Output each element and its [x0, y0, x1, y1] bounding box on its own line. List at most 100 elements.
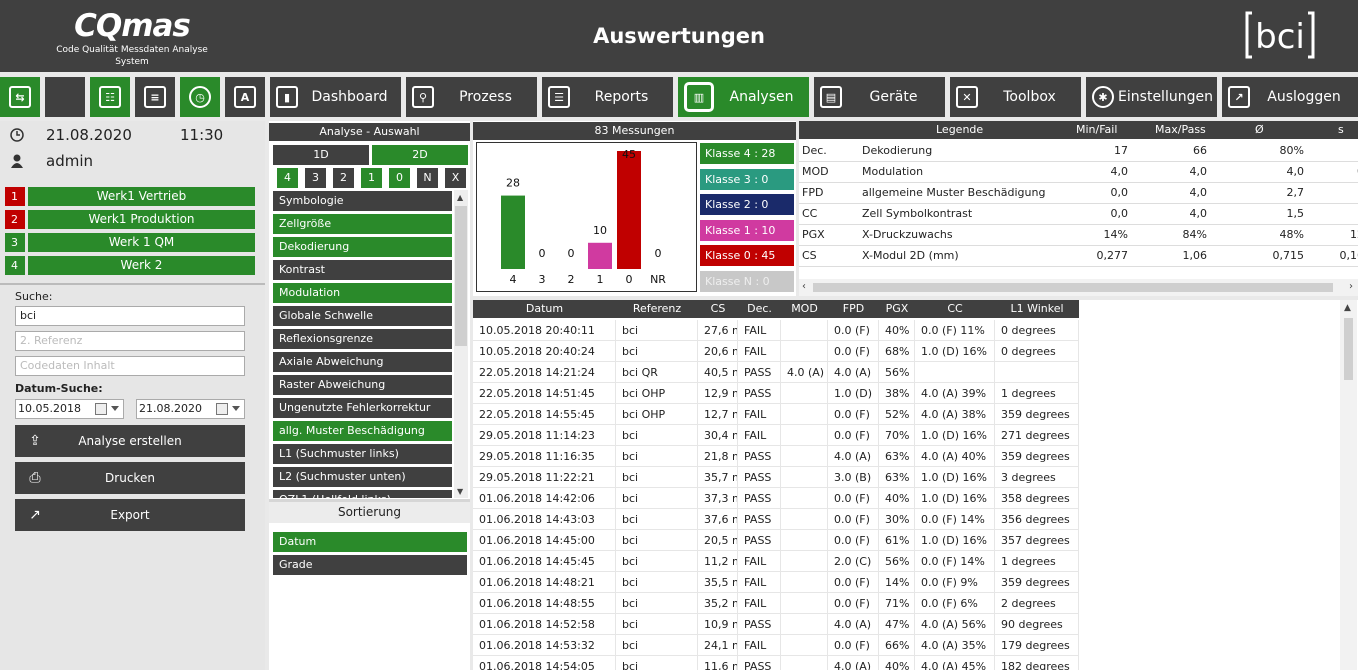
nav-einstellungen[interactable]: ✱ Einstellungen [1086, 77, 1217, 117]
grade-filter-2[interactable]: 2 [333, 168, 354, 188]
scroll-thumb[interactable] [1344, 318, 1353, 380]
calendar-icon [95, 403, 107, 415]
date-from-picker[interactable]: 10.05.2018 [15, 399, 124, 419]
param-item[interactable]: Dekodierung [273, 237, 452, 257]
table-cell: 68% [879, 341, 915, 362]
nav-toolbox[interactable]: ✕ Toolbox [950, 77, 1081, 117]
code-data-input[interactable]: Codedaten Inhalt [15, 356, 245, 376]
calendar-button[interactable]: ☷ [90, 77, 130, 117]
mode-1d-button[interactable]: 1D [273, 145, 369, 165]
param-item[interactable]: QZL1 (Hellfeld links) [273, 490, 452, 498]
grade-filter-4[interactable]: 4 [277, 168, 298, 188]
table-cell: 40% [879, 656, 915, 670]
column-header[interactable]: Dec. [747, 302, 772, 315]
analysis-selection-panel: Analyse - Auswahl 1D 2D 4 3 2 1 0 N X Sy… [269, 121, 470, 670]
search-input[interactable]: bci [15, 306, 245, 326]
create-analysis-button[interactable]: ⇪ Analyse erstellen [15, 425, 245, 457]
chevron-left-icon[interactable]: ‹ [802, 281, 806, 292]
column-header[interactable]: CC [947, 302, 963, 315]
param-item[interactable]: Symbologie [273, 191, 452, 211]
column-header[interactable]: PGX [885, 302, 909, 315]
chevron-right-icon[interactable]: › [1349, 281, 1353, 292]
export-button[interactable]: ↗ Export [15, 499, 245, 531]
werk-item-1[interactable]: 1 Werk1 Vertrieb [5, 187, 255, 206]
mode-2d-button[interactable]: 2D [372, 145, 468, 165]
legend-cell: 4,0 [1189, 165, 1208, 178]
param-item[interactable]: Ungenutzte Fehlerkorrektur [273, 398, 452, 418]
font-button[interactable]: A [225, 77, 265, 117]
reference-input[interactable]: 2. Referenz [15, 331, 245, 351]
nav-geraete[interactable]: ▤ Geräte [814, 77, 945, 117]
page-title: Auswertungen [593, 24, 765, 48]
print-button[interactable]: ⎙ Drucken [15, 462, 245, 494]
grade-filter-n[interactable]: N [417, 168, 438, 188]
nav-analysen[interactable]: ▥ Analysen [678, 77, 809, 117]
chevron-down-icon[interactable]: ▼ [457, 487, 464, 496]
chevron-up-icon[interactable]: ▲ [457, 193, 464, 202]
nav-dashboard[interactable]: ▮ Dashboard [270, 77, 401, 117]
column-header[interactable]: FPD [842, 302, 865, 315]
grade-filter-1[interactable]: 1 [361, 168, 382, 188]
param-item[interactable]: Globale Schwelle [273, 306, 452, 326]
werk-item-4[interactable]: 4 Werk 2 [5, 256, 255, 275]
werk-item-3[interactable]: 3 Werk 1 QM [5, 233, 255, 252]
clock-button[interactable]: ◷ [180, 77, 220, 117]
clock-icon: ◷ [189, 86, 211, 108]
column-header[interactable]: CS [710, 302, 726, 315]
param-item[interactable]: Axiale Abweichung [273, 352, 452, 372]
nav-prozess[interactable]: ⚲ Prozess [406, 77, 537, 117]
date-to-picker[interactable]: 21.08.2020 [136, 399, 245, 419]
list-button[interactable]: ≡ [135, 77, 175, 117]
column-header[interactable]: Datum [525, 302, 564, 315]
chevron-up-icon[interactable]: ▲ [1344, 303, 1351, 313]
panel-toggle-button[interactable]: ⇆ [0, 77, 40, 117]
param-item[interactable]: L2 (Suchmuster unten) [273, 467, 452, 487]
table-cell: 01.06.2018 14:48:55 [473, 593, 616, 614]
grade-filter-x[interactable]: X [445, 168, 466, 188]
table-scrollbar[interactable]: ▲ [1340, 300, 1357, 670]
param-item[interactable]: Modulation [273, 283, 452, 303]
sort-item-datum[interactable]: Datum [273, 532, 467, 552]
grade-filter-0[interactable]: 0 [389, 168, 410, 188]
param-item[interactable]: Zellgröße [273, 214, 452, 234]
sort-item-grade[interactable]: Grade [273, 555, 467, 575]
scroll-thumb[interactable] [813, 283, 1333, 292]
nav-reports[interactable]: ☰ Reports [542, 77, 673, 117]
legend-cell: 1 [1334, 204, 1358, 224]
scroll-thumb[interactable] [455, 206, 467, 346]
param-item[interactable]: Raster Abweichung [273, 375, 452, 395]
legend-horizontal-scrollbar[interactable]: ‹ › [799, 279, 1358, 296]
table-cell: 63% [879, 467, 915, 488]
werk-item-2[interactable]: 2 Werk1 Produktion [5, 210, 255, 229]
nav-ausloggen[interactable]: ↗ Ausloggen [1222, 77, 1358, 117]
grade-filter-3[interactable]: 3 [305, 168, 326, 188]
param-item[interactable]: Kontrast [273, 260, 452, 280]
param-item[interactable]: Reflexionsgrenze [273, 329, 452, 349]
param-item[interactable]: allg. Muster Beschädigung [273, 421, 452, 441]
column-header[interactable]: MOD [791, 302, 818, 315]
column-header[interactable]: Referenz [632, 302, 682, 315]
param-item[interactable]: L1 (Suchmuster links) [273, 444, 452, 464]
sort-title: Sortierung [269, 502, 470, 523]
column-header[interactable]: L1 Winkel [1010, 302, 1064, 315]
param-scrollbar[interactable]: ▲ ▼ [454, 190, 468, 498]
empty-button[interactable] [45, 77, 85, 117]
nav-label: Einstellungen [1118, 89, 1213, 105]
